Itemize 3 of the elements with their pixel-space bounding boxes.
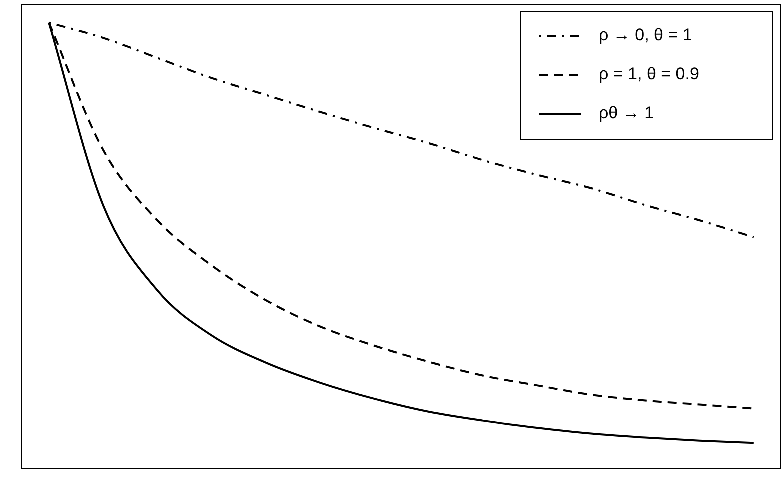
legend-label: ρ = 1, θ = 0.9 bbox=[599, 64, 700, 84]
legend-label: ρ → 0, θ = 1 bbox=[599, 26, 692, 45]
legend-label: ρθ → 1 bbox=[599, 104, 654, 123]
